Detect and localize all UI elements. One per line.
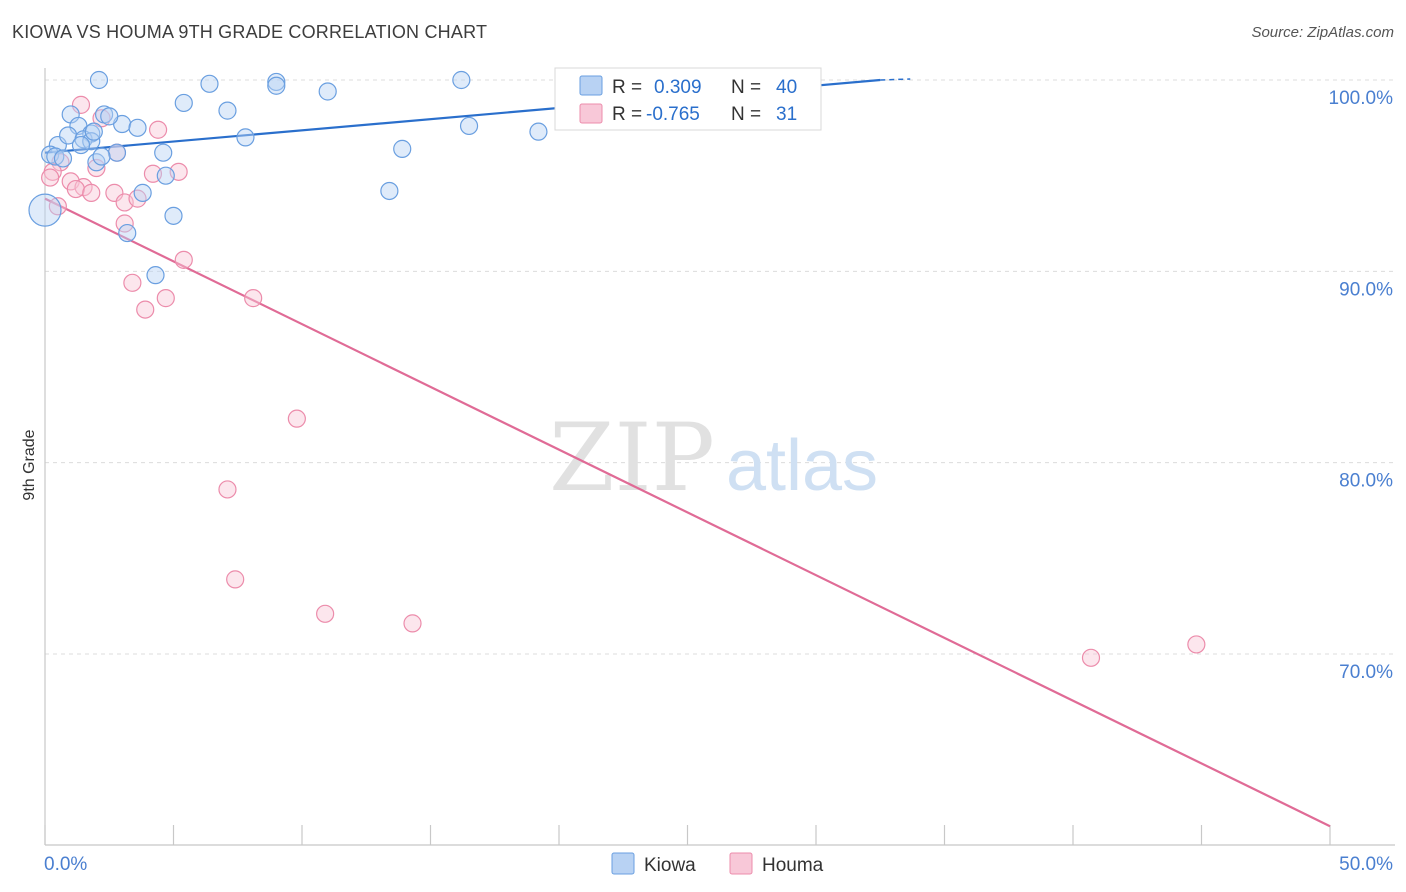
kiowa-point: [459, 116, 479, 136]
houma-swatch: [579, 103, 603, 124]
kiowa-point: [53, 149, 73, 168]
kiowa-point: [267, 76, 286, 95]
kiowa-point: [318, 82, 337, 101]
kiowa-point: [118, 223, 137, 243]
houma-point: [244, 289, 263, 308]
kiowa-point: [164, 206, 183, 225]
houma-point: [48, 197, 67, 216]
houma-point: [218, 480, 237, 499]
legend-item-kiowa: Kiowa: [611, 852, 696, 876]
houma-point: [226, 570, 245, 589]
kiowa-point: [218, 101, 237, 120]
houma-points: [41, 95, 1206, 667]
houma-point: [156, 289, 175, 308]
legend-item-houma: Houma: [729, 852, 824, 876]
kiowa-point: [71, 135, 91, 155]
houma-point: [287, 409, 306, 428]
r-value: -0.765: [646, 104, 700, 125]
watermark-zip: ZIP: [549, 404, 715, 513]
kiowa-point: [267, 72, 286, 92]
x-tick-label: 0.0%: [44, 854, 87, 875]
kiowa-point: [452, 70, 471, 90]
kiowa-point: [107, 143, 127, 162]
n-label: N =: [731, 104, 761, 125]
x-tick-label: 50.0%: [1339, 854, 1393, 875]
kiowa-point: [393, 139, 412, 158]
kiowa-point: [89, 70, 109, 90]
kiowa-points: [28, 70, 723, 285]
kiowa-point: [154, 143, 173, 162]
houma-point: [66, 179, 85, 199]
kiowa-point: [100, 107, 119, 126]
n-label: N =: [731, 77, 761, 98]
houma-point: [1187, 635, 1206, 654]
houma-trend-line: [44, 197, 1331, 828]
kiowa-legend-label: Kiowa: [644, 855, 696, 876]
kiowa-point: [87, 153, 106, 172]
watermark-atlas: atlas: [726, 426, 878, 506]
kiowa-point: [146, 266, 165, 285]
watermark: ZIP atlas: [549, 404, 878, 513]
y-tick-label: 80.0%: [1339, 471, 1393, 492]
houma-point: [174, 250, 193, 269]
kiowa-point: [156, 166, 175, 185]
legend-row-kiowa: R = 0.309 N = 40: [579, 75, 797, 98]
y-tick-label: 100.0%: [1329, 88, 1394, 109]
r-label: R =: [612, 77, 642, 98]
houma-point: [136, 300, 155, 319]
kiowa-point: [236, 128, 255, 147]
houma-point: [123, 273, 142, 292]
kiowa-point: [174, 93, 193, 113]
y-axis-label: 9th Grade: [21, 429, 38, 500]
kiowa-point: [59, 126, 78, 145]
houma-legend-swatch: [729, 852, 753, 875]
y-tick-labels: 70.0% 80.0% 90.0% 100.0%: [1329, 88, 1394, 683]
houma-point: [87, 158, 106, 178]
kiowa-point: [133, 183, 152, 202]
chart-title: KIOWA VS HOUMA 9TH GRADE CORRELATION CHA…: [12, 22, 488, 42]
houma-point: [82, 183, 101, 202]
houma-point: [316, 604, 335, 623]
kiowa-point: [128, 118, 147, 137]
kiowa-point: [84, 122, 103, 141]
r-label: R =: [612, 104, 642, 125]
houma-point: [403, 614, 422, 633]
kiowa-point: [92, 147, 111, 166]
legend-row-houma: R = -0.765 N = 31: [579, 103, 797, 125]
y-tick-label: 90.0%: [1339, 279, 1393, 300]
n-value: 31: [776, 104, 797, 125]
source-label: Source: ZipAtlas.com: [1251, 24, 1394, 41]
kiowa-swatch: [579, 75, 603, 96]
y-tick-label: 70.0%: [1339, 662, 1393, 683]
correlation-legend: R = 0.309 N = 40 R = -0.765 N = 31: [554, 67, 822, 131]
kiowa-legend-swatch: [611, 852, 635, 875]
houma-point: [41, 168, 60, 187]
houma-legend-label: Houma: [762, 855, 824, 876]
axes: [44, 68, 1395, 846]
kiowa-point: [380, 181, 399, 201]
n-value: 40: [776, 77, 797, 98]
series-legend: Kiowa Houma: [611, 852, 824, 876]
houma-point: [128, 189, 147, 208]
houma-point: [148, 120, 168, 139]
kiowa-point: [529, 122, 548, 141]
kiowa-point: [28, 193, 62, 227]
gridlines: [45, 79, 1395, 655]
r-value: 0.309: [654, 77, 702, 98]
houma-point: [1081, 648, 1101, 667]
x-tick-labels: 0.0% 50.0%: [44, 854, 1393, 875]
kiowa-point: [200, 74, 219, 93]
